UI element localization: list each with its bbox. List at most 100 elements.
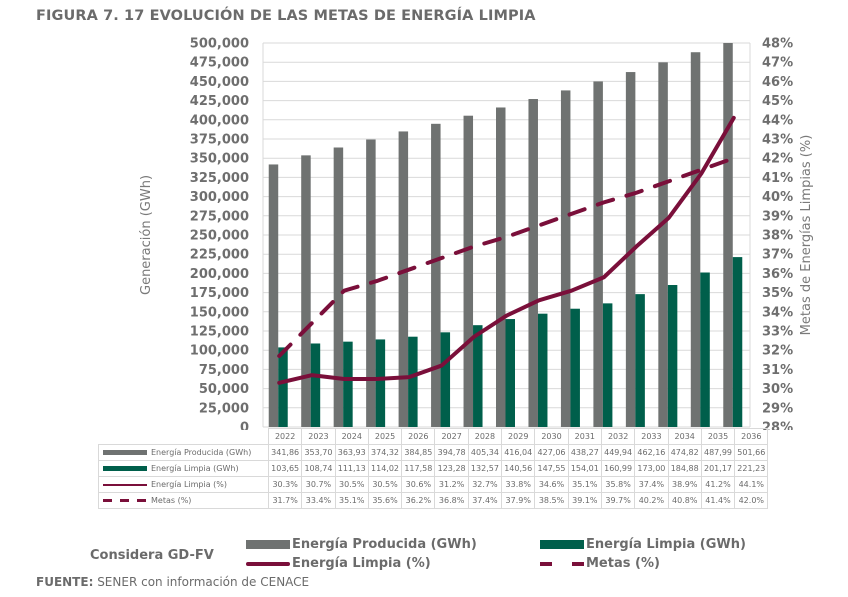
y-tick-label: 325,000 (190, 171, 249, 186)
table-year-header: 2023 (301, 428, 336, 445)
bar-energia-limpia-2028 (473, 325, 483, 427)
table-year-header: 2035 (700, 428, 736, 445)
y-tick-label: 175,000 (190, 286, 249, 301)
table-row: Metas (%) 31.7% 33.4% 35.1% 35.6% 36.2% 36.8% 3… (98, 492, 769, 509)
table-cell: 39.1% (567, 492, 602, 509)
bar-energia-producida-2034 (658, 62, 668, 427)
table-row: Energía Limpia (%) 30.3% 30.7% 30.5% 30.5% 30… (98, 476, 769, 493)
table-cell: 30.3% (267, 476, 303, 493)
legend-item-energia-limpia-gwh: Energía Limpia (GWh) (540, 537, 746, 552)
bar-energia-producida-2032 (593, 81, 603, 428)
y-tick-label: 250,000 (190, 229, 249, 244)
legend-swatch-green-bar (540, 540, 584, 549)
table-cell: 416,04 (501, 444, 536, 461)
y2-tick-label: 37% (762, 248, 793, 263)
y-tick-label: 450,000 (190, 75, 249, 90)
table-cell: 31.2% (434, 476, 469, 493)
table-corner (98, 428, 269, 445)
y2-tick-label: 42% (762, 152, 793, 167)
y-tick-label: 400,000 (190, 113, 249, 128)
table-cell: 36.8% (434, 492, 469, 509)
table-cell: 30.7% (301, 476, 336, 493)
y-tick-label: 500,000 (190, 37, 249, 52)
y2-tick-label: 45% (762, 94, 793, 109)
table-cell: 35.8% (600, 476, 636, 493)
bar-energia-limpia-2024 (343, 341, 353, 427)
y2-tick-label: 44% (762, 113, 793, 128)
y2-tick-label: 48% (762, 37, 793, 52)
table-cell: 341,86 (267, 444, 303, 461)
table-row: Energía Producida (GWh) 341,86 353,70 363,9… (98, 444, 769, 461)
bar-energia-producida-2022 (268, 164, 279, 427)
table-cell: 41.2% (700, 476, 736, 493)
table-cell: 36.2% (401, 492, 436, 509)
table-cell: 30.6% (401, 476, 436, 493)
table-cell: 462,16 (634, 444, 669, 461)
table-year-header: 2034 (667, 428, 702, 445)
bar-energia-producida-2031 (560, 90, 571, 428)
table-cell: 40.2% (634, 492, 669, 509)
table-cell: 221,23 (734, 460, 769, 477)
y2-tick-label: 47% (762, 56, 793, 71)
table-cell: 31.7% (267, 492, 303, 509)
table-row-label: Metas (%) (98, 492, 269, 509)
y-tick-label: 300,000 (190, 190, 249, 205)
table-cell: 35.1% (334, 492, 369, 509)
table-cell: 173,00 (634, 460, 669, 477)
y-tick-label: 275,000 (190, 209, 249, 224)
legend-label: Metas (%) (586, 556, 660, 571)
gray-bar-key-icon (103, 450, 147, 455)
table-cell: 487,99 (700, 444, 736, 461)
table-cell: 474,82 (667, 444, 702, 461)
bar-energia-limpia-2034 (667, 285, 678, 427)
table-cell: 374,32 (367, 444, 403, 461)
table-cell: 132,57 (467, 460, 503, 477)
table-year-header: 2022 (267, 428, 303, 445)
y2-tick-label: 32% (762, 344, 793, 359)
y-tick-label: 125,000 (190, 325, 249, 340)
bar-energia-limpia-2027 (440, 332, 451, 427)
y-tick-label: 350,000 (190, 152, 249, 167)
table-cell: 35.6% (367, 492, 403, 509)
bar-energia-producida-2030 (528, 99, 538, 428)
table-cell: 501,66 (734, 444, 769, 461)
table-cell: 103,65 (267, 460, 303, 477)
y-tick-label: 100,000 (190, 344, 249, 359)
table-cell: 117,58 (401, 460, 436, 477)
table-year-header: 2030 (534, 428, 569, 445)
y-tick-label: 0 (240, 421, 249, 431)
table-cell: 123,28 (434, 460, 469, 477)
table-cell: 384,85 (401, 444, 436, 461)
source-label: FUENTE: (36, 575, 94, 589)
y-tick-label: 225,000 (190, 248, 249, 263)
y2-tick-label: 33% (762, 325, 793, 340)
table-year-header: 2027 (434, 428, 469, 445)
bar-energia-limpia-2035 (700, 272, 710, 427)
table-cell: 353,70 (301, 444, 336, 461)
table-cell: 33.8% (501, 476, 536, 493)
table-row-label: Energía Producida (GWh) (98, 444, 269, 461)
table-cell: 108,74 (301, 460, 336, 477)
y-tick-label: 25,000 (199, 401, 249, 416)
table-cell: 111,13 (334, 460, 369, 477)
table-cell: 37.9% (501, 492, 536, 509)
table-year-header: 2028 (467, 428, 503, 445)
table-cell: 160,99 (600, 460, 636, 477)
y-tick-label: 150,000 (190, 305, 249, 320)
source-note: FUENTE: SENER con información de CENACE (36, 575, 309, 589)
legend-item-energia-producida: Energía Producida (GWh) (246, 537, 477, 552)
y-axis-title: Generación (GWh) (139, 175, 154, 295)
y2-tick-label: 40% (762, 190, 793, 205)
table-row-label: Energía Limpia (%) (98, 476, 269, 493)
table-cell: 30.5% (367, 476, 403, 493)
table-year-header: 2033 (634, 428, 669, 445)
bar-energia-limpia-2026 (408, 336, 418, 427)
bar-energia-producida-2026 (398, 131, 409, 428)
table-year-header: 2032 (600, 428, 636, 445)
y-tick-label: 50,000 (199, 382, 249, 397)
table-year-header: 2026 (401, 428, 436, 445)
y2-tick-label: 31% (762, 363, 793, 378)
legend-item-energia-limpia-pct: Energía Limpia (%) (246, 556, 431, 571)
y2-tick-label: 35% (762, 286, 793, 301)
y2-tick-label: 29% (762, 401, 793, 416)
